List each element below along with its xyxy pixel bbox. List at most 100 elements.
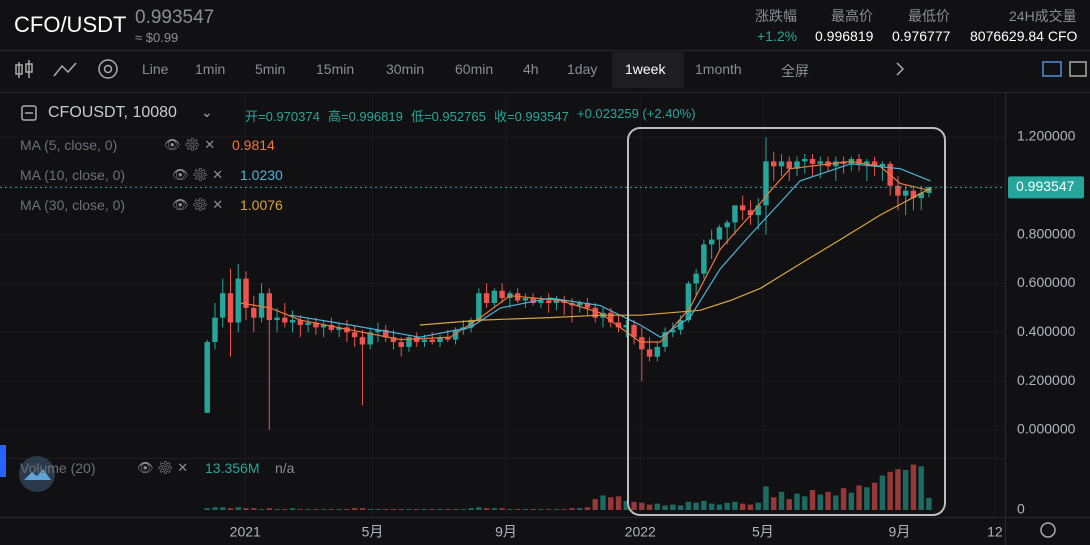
layout-icon-2[interactable] (1069, 61, 1087, 77)
ma-value: 1.0230 (240, 167, 283, 183)
ma-label[interactable]: MA (5, close, 0) (20, 137, 118, 153)
interval-button[interactable]: Line (142, 61, 169, 77)
interval-button[interactable]: 全屏 (781, 63, 809, 79)
volume-bar (382, 509, 389, 510)
interval-button[interactable]: 1week (625, 61, 666, 77)
ma-label[interactable]: MA (30, close, 0) (20, 197, 126, 213)
candle-body (297, 320, 304, 325)
symbol[interactable]: CFOUSDT, 10080 (48, 104, 177, 121)
x-tick-label: 2021 (230, 524, 261, 540)
candle-body (212, 317, 218, 343)
volume-bar (538, 509, 544, 510)
volume-bar (398, 509, 404, 510)
ma-label[interactable]: MA (10, close, 0) (20, 167, 126, 183)
ohlc-value: 开=0.970374 (245, 109, 320, 124)
volume-bar (545, 509, 552, 510)
volume-bar (282, 509, 288, 510)
volume-bar (840, 488, 847, 510)
stat-value: 0.976777 (892, 28, 951, 44)
volume-bar (530, 509, 536, 510)
stat-value: 0.996819 (815, 28, 874, 44)
last-price-label: 0.993547 (1016, 178, 1075, 194)
indicator-icon[interactable] (53, 62, 77, 77)
interval-button[interactable]: 15min (316, 61, 355, 77)
ohlc-value: 低=0.952765 (411, 109, 486, 124)
settings-icon[interactable] (98, 59, 118, 79)
ma-value: 0.9814 (232, 137, 275, 153)
volume-bar (258, 509, 265, 510)
volume-bar (677, 505, 684, 510)
volume-bar (786, 499, 792, 510)
candle-body (328, 324, 335, 330)
volume-bar (359, 508, 366, 510)
volume-icons[interactable]: 👁 ⚙ ✕ (137, 460, 189, 475)
change: +0.023259 (+2.40%) (577, 106, 696, 121)
volume-bar (724, 502, 730, 510)
interval-button[interactable]: 60min (455, 61, 494, 77)
settings-icon[interactable] (1040, 522, 1056, 538)
candle-body (476, 293, 482, 321)
ma-icons[interactable]: 👁 ⚙ ✕ (164, 137, 216, 152)
x-tick-label: 2022 (625, 524, 656, 540)
interval-button[interactable]: 5min (255, 61, 286, 77)
volume-bar (623, 500, 629, 510)
y-tick-label: 0.600000 (1017, 274, 1076, 290)
candle-body (608, 312, 614, 323)
active-interval-bg (612, 52, 684, 88)
candle-body (701, 244, 707, 274)
candle-body (662, 332, 668, 347)
volume-bar (716, 504, 723, 510)
ma-line (290, 163, 931, 338)
volume-bar (328, 509, 335, 510)
interval-button[interactable]: 30min (386, 61, 425, 77)
volume-bar (429, 509, 435, 510)
layout-icon[interactable] (1042, 61, 1062, 77)
candle-body (367, 332, 373, 345)
candle-body (282, 317, 288, 323)
volume-bar (468, 508, 474, 510)
candle-body (639, 337, 645, 350)
candle-body (739, 205, 746, 211)
candle-body (414, 337, 420, 343)
candle-body (320, 324, 327, 328)
y-tick-label: 0.000000 (1017, 421, 1076, 437)
volume-bar (895, 469, 901, 510)
volume-bar (608, 497, 614, 510)
y-tick-label: 0.200000 (1017, 372, 1076, 388)
interval-button[interactable]: 4h (523, 61, 539, 77)
ohlc-value: 收=0.993547 (494, 109, 569, 124)
volume-bar (747, 504, 754, 510)
logo-button[interactable] (19, 456, 55, 492)
side-tab[interactable] (0, 445, 6, 477)
ma-icons[interactable]: 👁 ⚙ ✕ (172, 167, 224, 182)
interval-button[interactable]: 1month (695, 61, 742, 77)
volume-bar (421, 509, 428, 510)
volume-bar (522, 509, 529, 510)
volume-bar (251, 508, 257, 510)
interval-button[interactable]: 1day (567, 61, 598, 77)
candle-body (251, 307, 257, 318)
volume-bar (491, 508, 498, 510)
candle-body (646, 349, 653, 357)
volume-bar (615, 496, 622, 510)
x-tick-label: 12 (987, 524, 1003, 540)
candle-body (437, 337, 443, 343)
volume-bar (600, 495, 606, 510)
candle-body (732, 205, 738, 223)
candle-body (375, 329, 381, 333)
candle-icon[interactable] (15, 60, 33, 78)
collapse-icon[interactable] (21, 105, 37, 121)
volume-bar (646, 504, 653, 510)
volume-bar (693, 502, 699, 510)
usd-price: ≈ $0.99 (135, 30, 179, 45)
volume-label[interactable]: Volume (20) (20, 460, 96, 476)
interval-button[interactable]: 1min (195, 61, 226, 77)
candle-body (910, 190, 917, 199)
volume-bar (289, 508, 296, 510)
ma-icons[interactable]: 👁 ⚙ ✕ (172, 197, 224, 212)
volume-bar (794, 493, 800, 510)
volume-bar (732, 501, 738, 510)
candle-body (351, 332, 358, 338)
stat-label: 涨跌幅 (755, 8, 797, 24)
scroll-right[interactable] (896, 62, 905, 76)
